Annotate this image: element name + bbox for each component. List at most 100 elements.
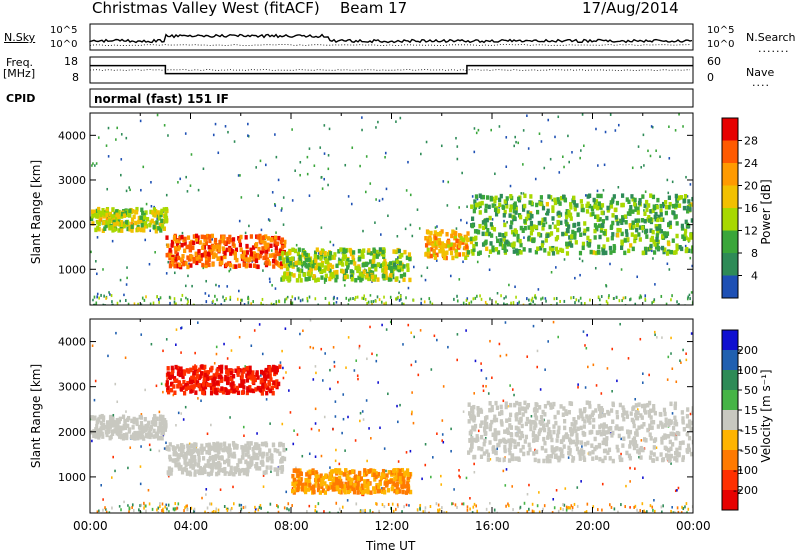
- echo-cell: [642, 437, 647, 442]
- scatter-cell: [441, 419, 444, 422]
- ground-cell: [670, 298, 672, 302]
- echo-cell: [513, 201, 517, 206]
- echo-cell: [164, 218, 168, 224]
- scatter-cell: [636, 275, 639, 279]
- echo-cell: [655, 204, 659, 210]
- echo-cell: [160, 218, 164, 224]
- ground-cell: [285, 297, 288, 301]
- echo-cell: [458, 240, 462, 246]
- ground-cell: [397, 505, 399, 509]
- echo-cell: [582, 424, 586, 429]
- echo-cell: [234, 247, 239, 253]
- nsearch-line: [89, 44, 691, 46]
- echo-cell: [163, 214, 168, 219]
- echo-cell: [682, 199, 686, 204]
- scatter-cell: [609, 113, 612, 116]
- echo-cell: [123, 419, 127, 424]
- ground-cell: [576, 504, 579, 508]
- echo-cell: [504, 404, 508, 410]
- scatter-cell: [310, 427, 313, 431]
- ground-cell: [676, 506, 679, 510]
- scatter-cell: [498, 342, 501, 346]
- y-tick-label: 2000: [58, 219, 86, 232]
- echo-cell: [369, 490, 373, 495]
- ground-cell: [324, 296, 327, 300]
- scatter-cell: [350, 202, 353, 206]
- echo-cell: [278, 465, 282, 471]
- echo-cell: [197, 383, 201, 388]
- echo-cell: [629, 243, 633, 248]
- ground-cell: [242, 506, 245, 510]
- echo-cell: [685, 414, 690, 419]
- echo-cell: [580, 203, 584, 209]
- ground-cell: [108, 511, 111, 513]
- echo-cell: [274, 235, 278, 241]
- echo-cell: [157, 216, 162, 221]
- scatter-cell: [567, 456, 570, 459]
- ground-cell: [488, 511, 490, 513]
- echo-cell: [568, 241, 572, 246]
- ground-cell: [624, 505, 627, 509]
- echo-cell: [637, 402, 641, 407]
- echo-cell: [112, 214, 116, 219]
- echo-cell: [525, 416, 530, 422]
- echo-cell: [328, 268, 332, 273]
- echo-cell: [232, 388, 236, 393]
- echo-cell: [651, 229, 655, 235]
- echo-cell: [332, 482, 336, 487]
- echo-cell: [358, 487, 362, 492]
- echo-cell: [652, 250, 657, 255]
- echo-cell: [218, 365, 222, 370]
- echo-cell: [245, 365, 249, 371]
- echo-cell: [283, 239, 287, 245]
- echo-cell: [567, 445, 571, 451]
- echo-cell: [508, 423, 512, 428]
- ground-cell: [166, 511, 168, 513]
- ground-cell: [596, 508, 599, 512]
- echo-cell: [527, 225, 531, 230]
- echo-cell: [395, 471, 399, 476]
- scatter-cell: [509, 384, 511, 387]
- echo-cell: [655, 456, 659, 462]
- echo-cell: [515, 412, 519, 417]
- scatter-cell: [397, 420, 399, 424]
- echo-cell: [476, 229, 481, 235]
- scatter-cell: [317, 482, 319, 485]
- ground-cell: [428, 297, 431, 301]
- echo-cell: [495, 456, 499, 462]
- echo-cell: [480, 446, 484, 452]
- echo-cell: [583, 431, 587, 437]
- echo-cell: [372, 472, 376, 478]
- scatter-cell: [294, 169, 296, 172]
- echo-cell: [572, 417, 576, 422]
- scatter-cell: [488, 254, 490, 258]
- colorbar-swatch: [722, 118, 738, 141]
- echo-cell: [226, 449, 231, 455]
- echo-cell: [682, 236, 686, 242]
- echo-cell: [236, 467, 241, 473]
- echo-cell: [190, 375, 194, 381]
- echo-cell: [126, 423, 130, 429]
- ground-cell: [465, 303, 468, 305]
- echo-cell: [257, 443, 261, 449]
- echo-cell: [173, 378, 177, 384]
- ground-cell: [337, 511, 339, 513]
- echo-cell: [105, 432, 109, 438]
- echo-cell: [298, 254, 302, 260]
- ground-cell: [577, 299, 580, 303]
- scatter-cell: [392, 276, 395, 280]
- scatter-cell: [180, 326, 182, 330]
- echo-cell: [625, 197, 629, 202]
- ground-cell: [599, 298, 601, 302]
- echo-cell: [581, 241, 586, 247]
- echo-cell: [634, 409, 638, 415]
- scatter-cell: [410, 412, 413, 416]
- scatter-cell: [158, 449, 161, 453]
- echo-cell: [97, 435, 101, 440]
- echo-cell: [118, 434, 122, 439]
- echo-cell: [602, 248, 606, 253]
- scatter-cell: [466, 205, 468, 208]
- echo-cell: [666, 251, 670, 256]
- ground-cell: [528, 507, 530, 511]
- echo-cell: [546, 211, 550, 216]
